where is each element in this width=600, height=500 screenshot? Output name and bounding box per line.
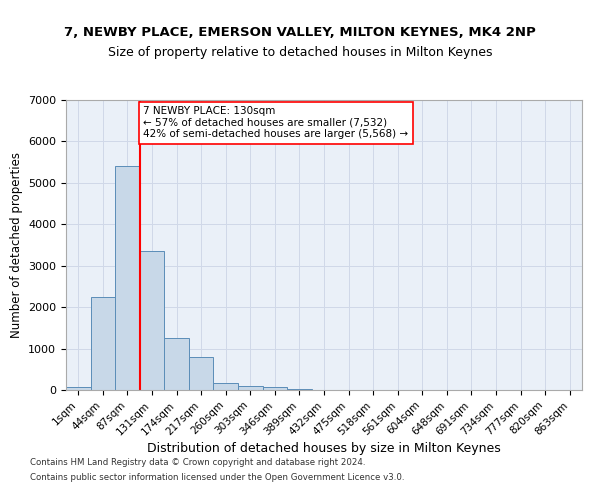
Y-axis label: Number of detached properties: Number of detached properties bbox=[10, 152, 23, 338]
Bar bbox=[263, 386, 287, 390]
Bar bbox=[287, 389, 312, 390]
Bar bbox=[66, 386, 91, 390]
Text: 7, NEWBY PLACE, EMERSON VALLEY, MILTON KEYNES, MK4 2NP: 7, NEWBY PLACE, EMERSON VALLEY, MILTON K… bbox=[64, 26, 536, 39]
Bar bbox=[214, 383, 238, 390]
Bar bbox=[140, 251, 164, 390]
X-axis label: Distribution of detached houses by size in Milton Keynes: Distribution of detached houses by size … bbox=[147, 442, 501, 455]
Bar bbox=[238, 386, 263, 390]
Text: Size of property relative to detached houses in Milton Keynes: Size of property relative to detached ho… bbox=[108, 46, 492, 59]
Bar bbox=[115, 166, 140, 390]
Text: Contains HM Land Registry data © Crown copyright and database right 2024.: Contains HM Land Registry data © Crown c… bbox=[30, 458, 365, 467]
Bar bbox=[164, 338, 189, 390]
Bar bbox=[91, 297, 115, 390]
Text: Contains public sector information licensed under the Open Government Licence v3: Contains public sector information licen… bbox=[30, 473, 404, 482]
Text: 7 NEWBY PLACE: 130sqm
← 57% of detached houses are smaller (7,532)
42% of semi-d: 7 NEWBY PLACE: 130sqm ← 57% of detached … bbox=[143, 106, 409, 140]
Bar bbox=[189, 357, 214, 390]
